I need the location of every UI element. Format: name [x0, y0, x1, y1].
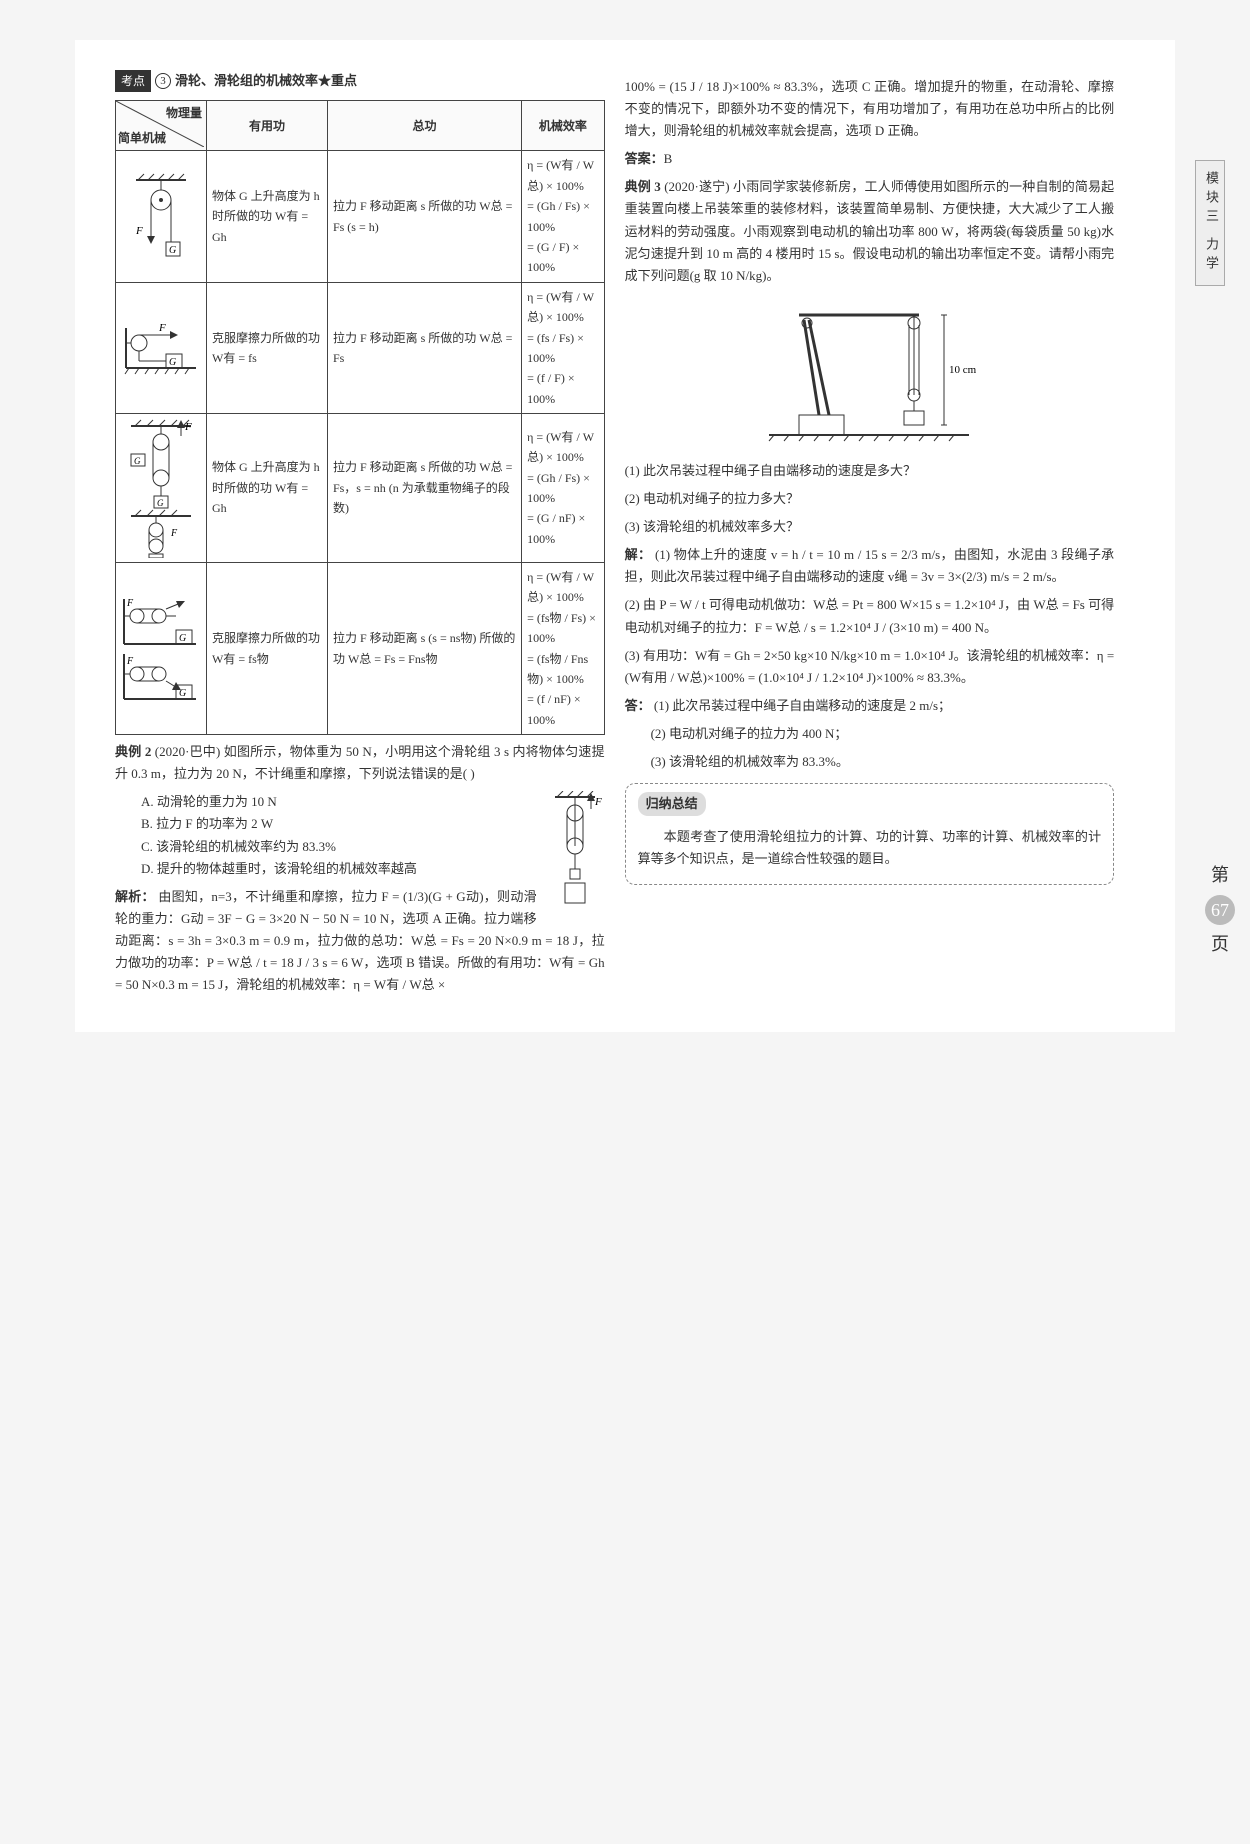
th-corner-bot: 简单机械: [118, 128, 166, 148]
topic-header: 考点 3 滑轮、滑轮组的机械效率★重点: [115, 70, 605, 92]
svg-text:G: G: [169, 245, 176, 256]
summary-text: 本题考查了使用滑轮组拉力的计算、功的计算、功率的计算、机械效率的计算等多个知识点…: [638, 826, 1102, 870]
example3-answer: 答： (1) 此次吊装过程中绳子自由端移动的速度是 2 m/s；: [625, 695, 1115, 717]
svg-text:F: F: [135, 225, 143, 237]
example2-label: 典例 2: [115, 744, 151, 759]
cell-eff: η = (W有 / W总) × 100% = (fs物 / Fs) × 100%…: [522, 563, 605, 735]
example2-answer: 答案：B: [625, 148, 1115, 170]
sol2: (2) 由 P = W / t 可得电动机做功：W总 = Pt = 800 W×…: [625, 594, 1115, 638]
answer-label: 答案：: [625, 151, 664, 166]
diagram-fixed-pulley: G F: [116, 151, 207, 282]
topic-badge: 考点: [115, 70, 151, 92]
pulley-icon: F G: [121, 318, 201, 378]
table-row: G G F: [116, 414, 605, 563]
crane-icon: 10 cm: [759, 295, 979, 445]
example2-analysis: 解析： 由图知，n=3，不计绳重和摩擦，拉力 F = (1/3)(G + G动)…: [115, 886, 605, 996]
cell-eff: η = (W有 / W总) × 100% = (Gh / Fs) × 100% …: [522, 414, 605, 563]
option-a: A. 动滑轮的重力为 10 N: [141, 791, 605, 813]
example2-src: (2020·巴中): [155, 744, 221, 759]
topic-number: 3: [155, 73, 171, 89]
a1: (1) 此次吊装过程中绳子自由端移动的速度是 2 m/s；: [654, 698, 951, 713]
pulley-icon: G F: [126, 172, 196, 262]
sol-label: 解：: [625, 547, 652, 562]
answer-value: B: [664, 151, 673, 166]
svg-text:F: F: [184, 421, 192, 433]
cell-total: 拉力 F 移动距离 s 所做的功 W总 = Fs，s = nh (n 为承载重物…: [327, 414, 521, 563]
sol3: (3) 有用功：W有 = Gh = 2×50 kg×10 N/kg×10 m =…: [625, 645, 1115, 689]
svg-text:G: G: [169, 357, 176, 368]
svg-text:F: F: [126, 656, 134, 667]
q1: (1) 此次吊装过程中绳子自由端移动的速度是多大？: [625, 460, 1115, 482]
cell-useful: 克服摩擦力所做的功 W有 = fs: [207, 282, 328, 413]
option-c: C. 该滑轮组的机械效率约为 83.3%: [141, 836, 605, 858]
analysis-label: 解析：: [115, 889, 155, 904]
svg-text:G: G: [134, 456, 141, 466]
q2: (2) 电动机对绳子的拉力多大？: [625, 488, 1115, 510]
topic-title: 滑轮、滑轮组的机械效率★重点: [175, 70, 357, 92]
left-column: 考点 3 滑轮、滑轮组的机械效率★重点 物理量 简单机械 有用功 总功 机械效率: [115, 70, 605, 1002]
analysis-continued: 100% = (15 J / 18 J)×100% ≈ 83.3%，选项 C 正…: [625, 76, 1115, 142]
example2-figure: F: [545, 791, 605, 921]
ans-label: 答：: [625, 698, 651, 713]
option-b: B. 拉力 F 的功率为 2 W: [141, 813, 605, 835]
cell-useful: 物体 G 上升高度为 h 时所做的功 W有 = Gh: [207, 151, 328, 282]
a3: (3) 该滑轮组的机械效率为 83.3%。: [625, 751, 1115, 773]
table-row: G F G: [116, 563, 605, 735]
efficiency-table: 物理量 简单机械 有用功 总功 机械效率: [115, 100, 605, 735]
analysis-text: 由图知，n=3，不计绳重和摩擦，拉力 F = (1/3)(G + G动)，则动滑…: [115, 889, 605, 992]
table-row: G F 物体 G 上升高度为 h 时所做的功 W有 = Gh 拉力 F 移动距离…: [116, 151, 605, 282]
cell-useful: 物体 G 上升高度为 h 时所做的功 W有 = Gh: [207, 414, 328, 563]
example3-label: 典例 3: [625, 179, 661, 194]
sol1: 解： (1) 物体上升的速度 v = h / t = 10 m / 15 s =…: [625, 544, 1115, 588]
table-row: F G 克服摩擦力所做的功 W有 = fs 拉力 F 移动距离 s 所做的功 W…: [116, 282, 605, 413]
cell-total: 拉力 F 移动距离 s 所做的功 W总 = Fs: [327, 282, 521, 413]
cell-useful: 克服摩擦力所做的功 W有 = fs物: [207, 563, 328, 735]
fig-dimension-label: 10 cm: [949, 364, 977, 376]
summary-box: 归纳总结 本题考查了使用滑轮组拉力的计算、功的计算、功率的计算、机械效率的计算等…: [625, 783, 1115, 885]
pulley-block-icon: G G F: [121, 418, 201, 558]
page-number-value: 67: [1205, 895, 1235, 925]
a2: (2) 电动机对绳子的拉力为 400 N；: [625, 723, 1115, 745]
cell-total: 拉力 F 移动距离 s (s = ns物) 所做的功 W总 = Fs = Fns…: [327, 563, 521, 735]
th-eff: 机械效率: [522, 101, 605, 151]
pulley-block-horiz-icon: G F G: [121, 594, 201, 704]
cell-eff: η = (W有 / W总) × 100% = (fs / Fs) × 100% …: [522, 282, 605, 413]
sol1-text: (1) 物体上升的速度 v = h / t = 10 m / 15 s = 2/…: [625, 547, 1115, 584]
svg-text:F: F: [126, 598, 134, 609]
example3-stem: 典例 3 (2020·遂宁) 小雨同学家装修新房，工人师傅使用如图所示的一种自制…: [625, 176, 1115, 286]
svg-text:G: G: [179, 633, 186, 644]
example3-src: (2020·遂宁): [664, 179, 729, 194]
page: 考点 3 滑轮、滑轮组的机械效率★重点 物理量 简单机械 有用功 总功 机械效率: [75, 40, 1175, 1032]
svg-text:F: F: [170, 528, 178, 539]
th-useful: 有用功: [207, 101, 328, 151]
q3: (3) 该滑轮组的机械效率多大？: [625, 516, 1115, 538]
side-tab: 模块三 力学: [1195, 160, 1225, 286]
diagram-pulley-block: G G F: [116, 414, 207, 563]
diagram-fixed-pulley-horiz: F G: [116, 282, 207, 413]
page-number: 第 67 页: [1205, 860, 1235, 959]
diagram-pulley-block-horiz: G F G: [116, 563, 207, 735]
th-corner: 物理量 简单机械: [116, 101, 207, 151]
cell-total: 拉力 F 移动距离 s 所做的功 W总 = Fs (s = h): [327, 151, 521, 282]
crane-figure: 10 cm: [625, 295, 1115, 452]
svg-text:F: F: [594, 796, 602, 808]
right-column: 100% = (15 J / 18 J)×100% ≈ 83.3%，选项 C 正…: [625, 70, 1115, 1002]
page-char-bot: 页: [1205, 929, 1235, 960]
option-d: D. 提升的物体越重时，该滑轮组的机械效率越高: [141, 858, 605, 880]
example3-stem-text: 小雨同学家装修新房，工人师傅使用如图所示的一种自制的简易起重装置向楼上吊装笨重的…: [625, 179, 1115, 282]
svg-text:F: F: [158, 322, 166, 334]
cell-eff: η = (W有 / W总) × 100% = (Gh / Fs) × 100% …: [522, 151, 605, 282]
summary-label: 归纳总结: [638, 792, 706, 816]
th-total: 总功: [327, 101, 521, 151]
th-corner-top: 物理量: [166, 103, 202, 123]
svg-text:G: G: [157, 498, 164, 508]
page-char-top: 第: [1205, 860, 1235, 891]
example2-stem: 典例 2 (2020·巴中) 如图所示，物体重为 50 N，小明用这个滑轮组 3…: [115, 741, 605, 785]
